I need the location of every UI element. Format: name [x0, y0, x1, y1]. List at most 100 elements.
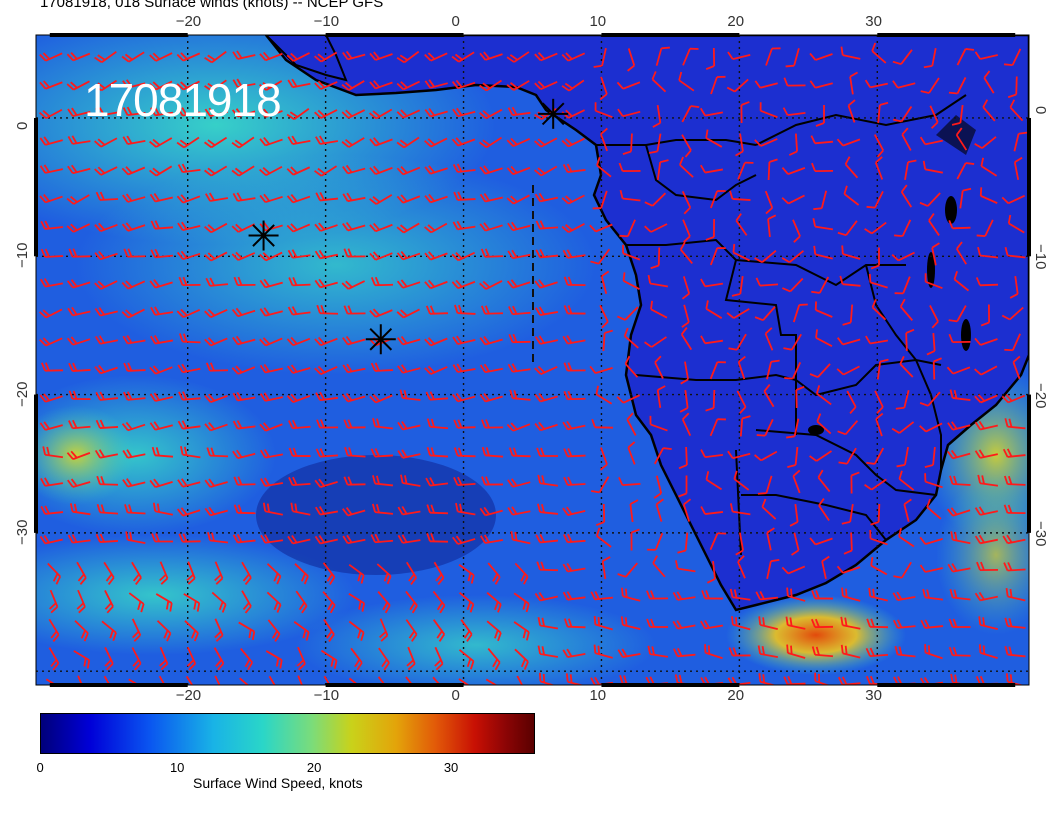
wind-barb [894, 276, 911, 295]
wind-barb [434, 646, 444, 671]
wind-barb [563, 476, 586, 486]
wind-barb [149, 421, 173, 431]
wind-barb [507, 478, 531, 488]
wind-barb [621, 587, 641, 602]
wind-barb [850, 471, 860, 494]
wind-barb [322, 591, 336, 614]
wind-barb [178, 391, 201, 401]
wind-barb [265, 650, 283, 669]
wind-barb [316, 304, 339, 315]
wind-barb [66, 279, 91, 289]
wind-barb [213, 647, 225, 671]
wind-barb [66, 336, 91, 346]
wind-barb [646, 618, 669, 628]
wind-barb [286, 336, 311, 347]
wind-barb [949, 475, 971, 486]
wind-barb [342, 164, 366, 175]
wind-barb [400, 474, 421, 487]
wind-barb [700, 278, 724, 288]
wind-barb [259, 363, 283, 374]
wind-barb [178, 333, 201, 344]
wind-barb [536, 447, 559, 457]
wind-barb [405, 619, 418, 642]
wind-barb [821, 555, 830, 579]
wind-barb [204, 393, 228, 403]
lat-tick-label: −10 [1032, 244, 1049, 270]
wind-barb [205, 362, 229, 372]
wind-barb [846, 390, 857, 414]
wind-barb [287, 249, 311, 259]
wind-barb [596, 527, 612, 548]
wind-barb [892, 49, 913, 66]
wind-barb [451, 51, 475, 63]
wind-barb [121, 421, 146, 432]
wind-barb [104, 646, 114, 671]
wind-barb [563, 533, 586, 544]
wind-barb [590, 248, 611, 265]
wind-barb [348, 620, 365, 641]
wind-barb [537, 616, 559, 630]
wind-barb [783, 77, 806, 87]
wind-barb [950, 531, 971, 545]
wind-barb [315, 448, 339, 458]
wind-barb [705, 129, 723, 148]
wind-barb [924, 273, 943, 290]
wind-barb [149, 478, 173, 489]
wind-barb [898, 470, 915, 491]
wind-barb [67, 534, 91, 544]
wind-barb [288, 419, 311, 430]
wind-barb [646, 590, 669, 600]
wind-barb [315, 391, 339, 402]
wind-barb [589, 223, 613, 233]
wind-barb [424, 251, 448, 261]
wind-barb [506, 80, 530, 91]
wind-barb [534, 335, 558, 345]
wind-barb [948, 220, 971, 230]
wind-barb [870, 503, 881, 526]
wind-barb [487, 647, 501, 671]
wind-barb [177, 363, 201, 374]
wind-barb [458, 649, 475, 670]
wind-barb [341, 109, 366, 119]
wind-map[interactable]: 17081918 [36, 35, 1029, 685]
wind-barb [781, 565, 806, 575]
wind-barb [709, 418, 726, 437]
wind-barb [681, 276, 691, 300]
wind-barb [233, 476, 256, 486]
wind-barb [149, 392, 173, 402]
wind-barb [847, 99, 856, 123]
lat-tick-label: 0 [14, 121, 31, 130]
wind-barb [94, 137, 118, 148]
wind-barb [599, 76, 608, 101]
wind-barb [204, 337, 228, 347]
wind-barb [563, 448, 586, 458]
wind-barb [259, 80, 283, 91]
wind-barb [926, 498, 942, 520]
wind-barb [343, 305, 366, 315]
wind-barb [178, 276, 201, 287]
time-stamp: 17081918 [84, 74, 282, 126]
wind-barb [764, 327, 774, 351]
wind-barb [816, 413, 832, 435]
marker-1-asterisk-icon [538, 98, 569, 129]
wind-barb [207, 532, 229, 544]
wind-barb [866, 447, 885, 465]
wind-barb [67, 135, 91, 145]
wind-barb [506, 51, 530, 63]
wind-barb [101, 620, 117, 642]
lon-tick-label: 30 [865, 687, 882, 704]
colorbar-tick-label: 20 [306, 760, 322, 775]
wind-barb [204, 308, 228, 319]
wind-barb [1005, 587, 1026, 602]
wind-barb [506, 422, 531, 432]
wind-barb [39, 308, 63, 319]
wind-barb [231, 165, 255, 177]
wind-barb [811, 590, 834, 600]
wind-barb [479, 51, 503, 61]
colorbar-tick-label: 10 [169, 760, 185, 775]
wind-barb [341, 280, 365, 290]
wind-barb [983, 70, 995, 94]
wind-barb [841, 503, 854, 525]
wind-barb [95, 191, 119, 201]
wind-barb [838, 447, 857, 465]
